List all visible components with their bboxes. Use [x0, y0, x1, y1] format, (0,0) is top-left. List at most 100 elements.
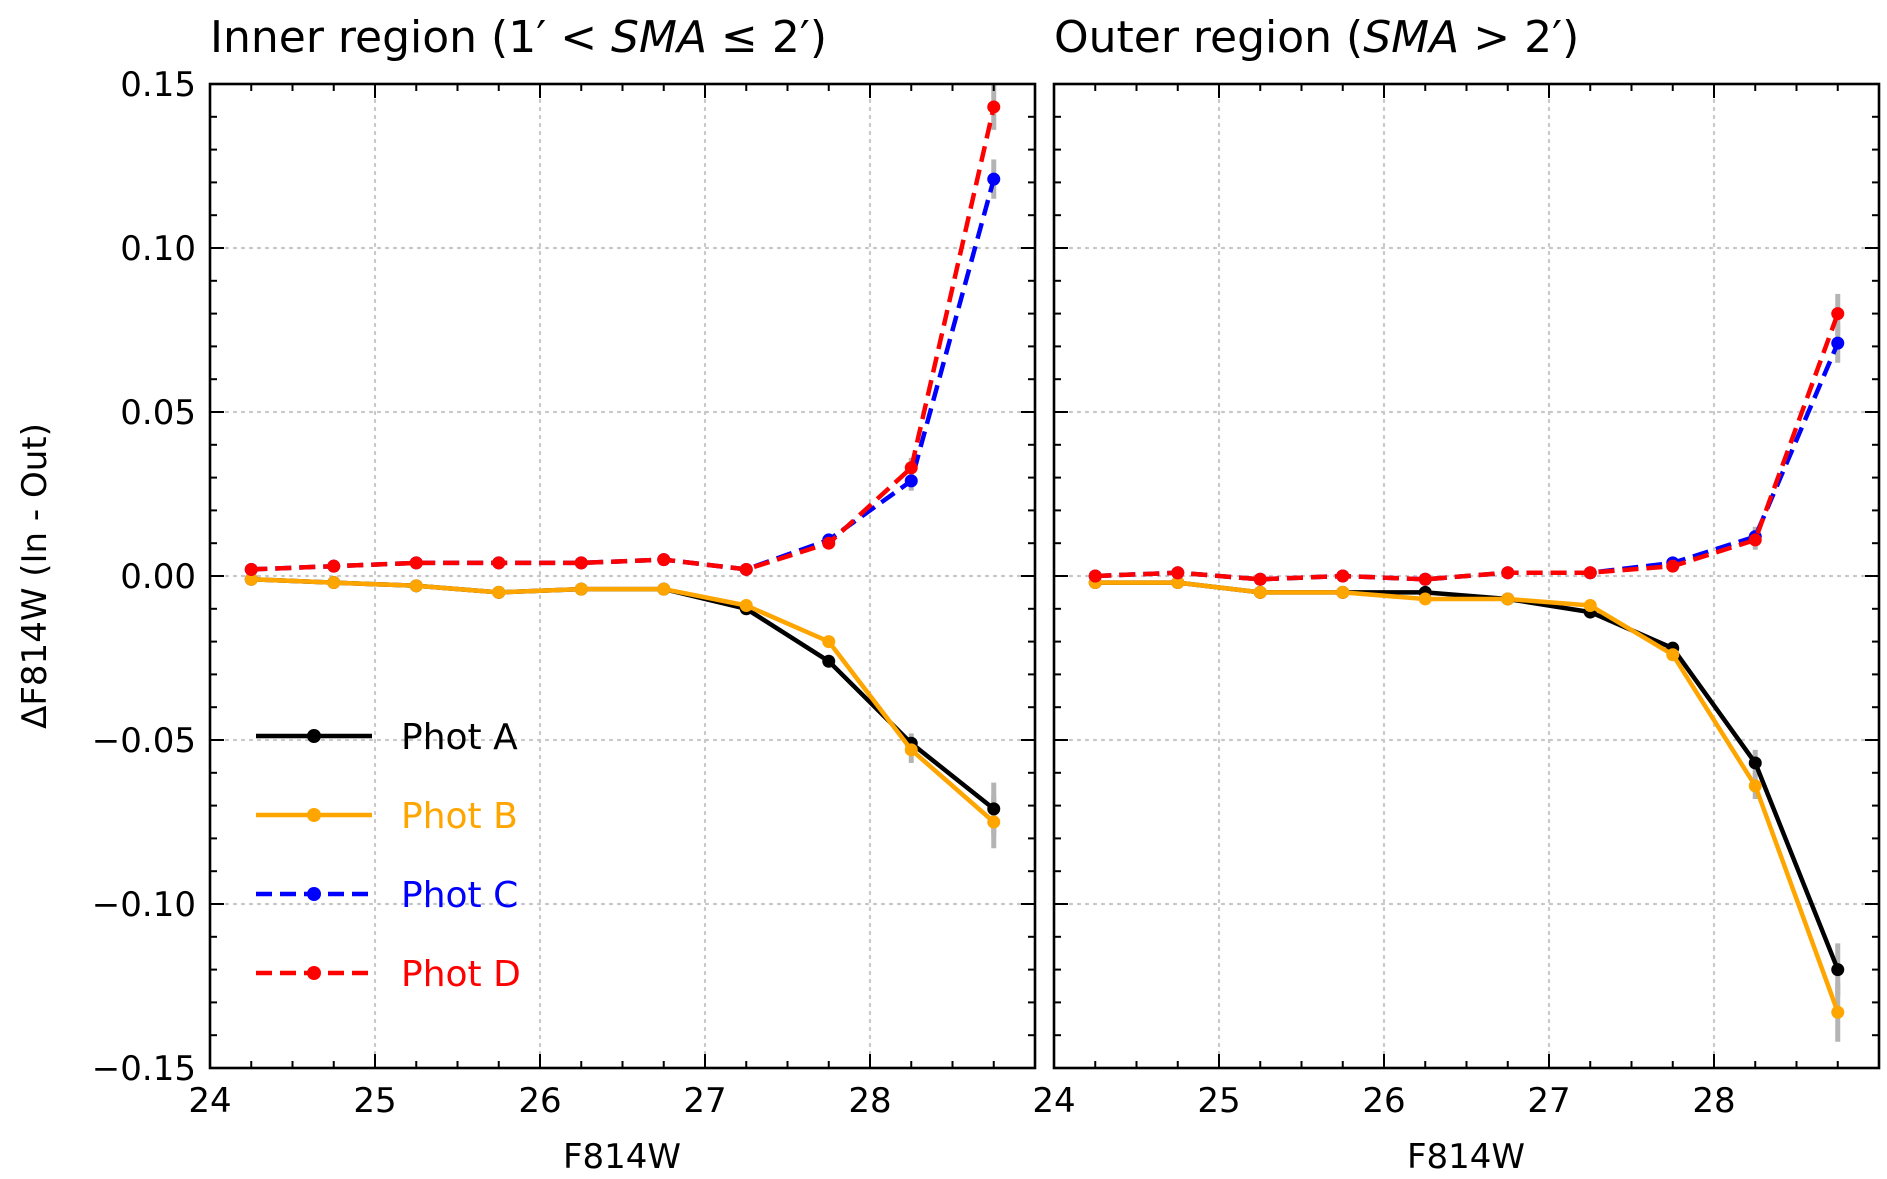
legend: Phot A Phot B Phot C Phot D [256, 717, 521, 995]
x-axis-label-outer: F814W [1407, 1137, 1525, 1177]
title-part: SMA [1363, 12, 1459, 63]
legend-marker [307, 887, 321, 901]
data-point [987, 172, 1001, 186]
series-line-phot-b [251, 577, 996, 824]
title-part: Inner region (1 [210, 12, 536, 63]
data-point [987, 802, 1001, 816]
series-line-phot-c [251, 178, 996, 572]
x-tick-label: 25 [1197, 1081, 1240, 1121]
data-point [657, 582, 671, 596]
data-point [987, 100, 1001, 114]
data-point [574, 582, 588, 596]
series-line-phot-d [1095, 312, 1840, 582]
y-tick-label: 0.15 [120, 65, 196, 105]
x-axis-label-inner: F814W [563, 1137, 681, 1177]
panel-title-outer: Outer region (SMA > 2′) [1054, 12, 1579, 63]
data-point [1171, 566, 1185, 580]
data-point [1831, 336, 1845, 350]
x-tick-label: 24 [1032, 1081, 1075, 1121]
legend-marker [307, 729, 321, 743]
data-point [1748, 779, 1762, 793]
data-point [1831, 307, 1845, 321]
data-point [657, 553, 671, 567]
data-point [327, 576, 341, 590]
legend-label: Phot C [401, 875, 518, 916]
series-line-phot-a [1095, 580, 1840, 971]
data-point [492, 556, 506, 570]
errorbars-outer [1752, 293, 1841, 1042]
data-point [1253, 585, 1267, 599]
data-point [904, 743, 918, 757]
data-point [904, 461, 918, 475]
x-tick-labels-inner: 24 25 26 27 28 [188, 1081, 891, 1121]
data-point [492, 585, 506, 599]
data-point [1418, 572, 1432, 586]
data-point [739, 562, 753, 576]
data-point [1501, 566, 1515, 580]
data-point [244, 562, 258, 576]
data-point [1666, 648, 1680, 662]
data-point [244, 572, 258, 586]
title-part: ) [810, 12, 827, 63]
y-tick-label: −0.10 [92, 885, 196, 925]
grid-inner [208, 82, 1037, 1070]
x-tick-label: 24 [188, 1081, 231, 1121]
data-point [1336, 569, 1350, 583]
series-line-phot-d [251, 106, 996, 572]
y-tick-labels: 0.15 0.10 0.05 0.00 −0.05 −0.10 −0.15 [92, 65, 196, 1089]
legend-marker [307, 966, 321, 980]
panel-inner-region: Inner region (1′ < SMA ≤ 2′) 24 25 26 27 28 … [15, 12, 1037, 1177]
data-point [574, 556, 588, 570]
data-point [1088, 569, 1102, 583]
x-tick-label: 26 [518, 1081, 561, 1121]
title-part: ) [1562, 12, 1579, 63]
data-point [1583, 566, 1597, 580]
title-part: ′ [800, 12, 810, 63]
data-point [1171, 576, 1185, 590]
errorbars-inner [908, 84, 997, 849]
data-point [987, 815, 1001, 829]
x-tick-label: 28 [1692, 1081, 1735, 1121]
data-point [1418, 592, 1432, 606]
title-part: ≤ 2 [707, 12, 800, 63]
ticks-outer [1053, 83, 1880, 1069]
title-part: ′ [536, 12, 546, 63]
x-tick-label: 27 [683, 1081, 726, 1121]
series-line-phot-b [1095, 580, 1840, 1013]
data-point [904, 474, 918, 488]
panel-title-inner: Inner region (1′ < SMA ≤ 2′) [210, 12, 827, 63]
title-part: ′ [1552, 12, 1562, 63]
series-inner [244, 100, 1001, 829]
x-tick-label: 25 [353, 1081, 396, 1121]
title-part: SMA [611, 12, 707, 63]
data-point [1501, 592, 1515, 606]
data-point [739, 599, 753, 613]
y-tick-label: 0.00 [120, 557, 196, 597]
x-tick-labels-outer: 24 25 26 27 28 [1032, 1081, 1735, 1121]
y-tick-label: 0.10 [120, 229, 196, 269]
legend-label: Phot B [401, 796, 518, 837]
legend-label: Phot D [401, 954, 521, 995]
y-tick-label: −0.05 [92, 721, 196, 761]
data-point [1831, 963, 1845, 977]
legend-label: Phot A [401, 717, 518, 758]
ticks-inner [209, 83, 1036, 1069]
data-point [822, 635, 836, 649]
data-point [1253, 572, 1267, 586]
y-tick-label: 0.05 [120, 393, 196, 433]
x-tick-label: 26 [1362, 1081, 1405, 1121]
series-outer [1088, 307, 1845, 1019]
data-point [1336, 585, 1350, 599]
x-tick-label: 28 [848, 1081, 891, 1121]
data-point [1748, 756, 1762, 770]
series-line-phot-c [1095, 342, 1840, 582]
title-part: > 2 [1459, 12, 1552, 63]
axes-frame-inner [208, 82, 1037, 1070]
title-part: < [546, 12, 611, 63]
panel-outer-region: Outer region (SMA > 2′) 24 25 26 27 28 F814W [1032, 12, 1881, 1177]
data-point [327, 559, 341, 573]
data-point [1831, 1005, 1845, 1019]
y-axis-label: ΔF814W (In - Out) [15, 423, 55, 729]
x-tick-label: 27 [1527, 1081, 1570, 1121]
